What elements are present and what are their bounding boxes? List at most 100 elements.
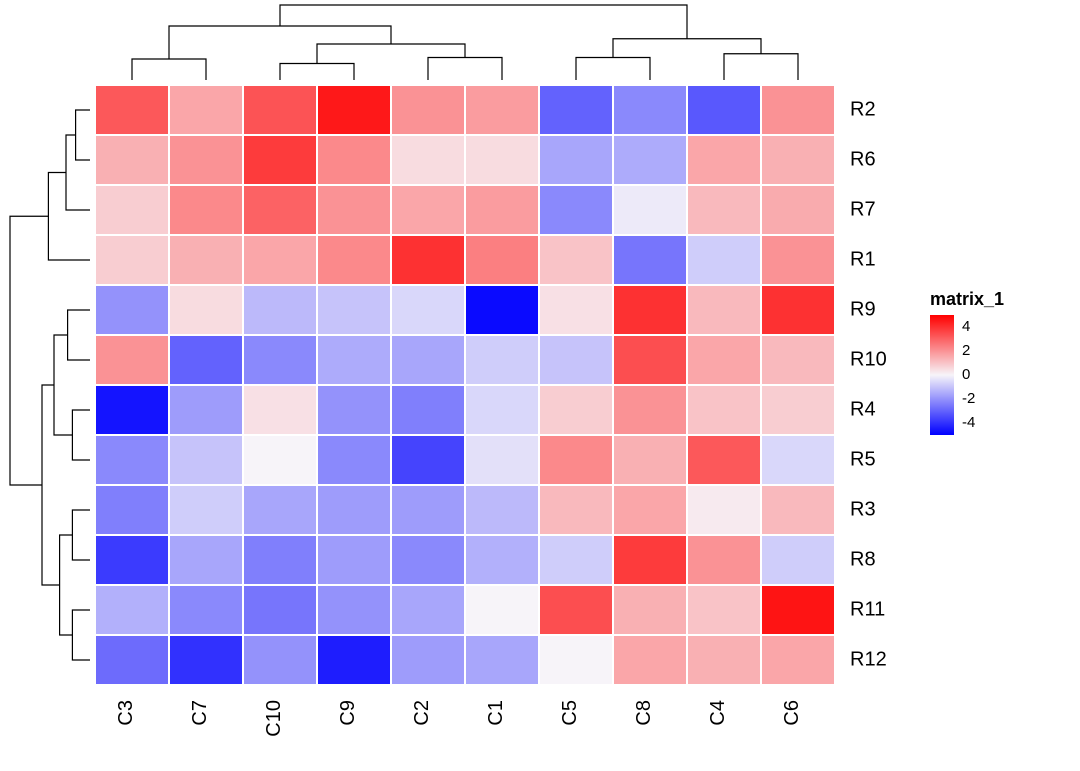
row-label: R5 (850, 448, 876, 470)
heatmap-cell (244, 486, 316, 534)
heatmap-cell (170, 536, 242, 584)
heatmap-cell (688, 636, 760, 684)
col-label: C2 (411, 700, 433, 726)
heatmap-cell (466, 436, 538, 484)
heatmap-cell (540, 136, 612, 184)
heatmap-cell (540, 336, 612, 384)
heatmap-cell (170, 436, 242, 484)
heatmap-cell (170, 586, 242, 634)
heatmap-cell (318, 636, 390, 684)
legend-tick: 2 (962, 342, 970, 359)
heatmap-cell (170, 636, 242, 684)
heatmap-cell (170, 336, 242, 384)
heatmap-cell (688, 186, 760, 234)
heatmap-cell (244, 436, 316, 484)
heatmap-cell (762, 436, 834, 484)
heatmap-cell (614, 436, 686, 484)
heatmap-cell (466, 486, 538, 534)
heatmap-cell (614, 186, 686, 234)
heatmap-cell (318, 186, 390, 234)
heatmap-cell (96, 386, 168, 434)
heatmap-cell (762, 486, 834, 534)
heatmap-cell (392, 286, 464, 334)
heatmap-cell (614, 236, 686, 284)
heatmap-cell (244, 136, 316, 184)
row-label: R3 (850, 498, 876, 520)
row-label: R4 (850, 398, 876, 420)
heatmap-cell (688, 286, 760, 334)
heatmap-cell (392, 336, 464, 384)
heatmap-cell (96, 86, 168, 134)
heatmap-cell (392, 86, 464, 134)
heatmap-cell (318, 136, 390, 184)
heatmap-cell (244, 236, 316, 284)
heatmap-cell (466, 136, 538, 184)
col-label: C3 (115, 700, 137, 726)
heatmap-cell (688, 536, 760, 584)
heatmap-cell (96, 436, 168, 484)
heatmap-cell (170, 386, 242, 434)
heatmap-cell (466, 336, 538, 384)
heatmap-cell (170, 136, 242, 184)
heatmap-cell (688, 486, 760, 534)
heatmap-cell (540, 286, 612, 334)
legend-tick: 0 (962, 366, 970, 383)
heatmap-cell (466, 586, 538, 634)
heatmap-cell (392, 186, 464, 234)
row-label: R9 (850, 298, 876, 320)
heatmap-cell (466, 386, 538, 434)
heatmap-cell (688, 586, 760, 634)
heatmap-cell (318, 486, 390, 534)
heatmap-cell (96, 636, 168, 684)
heatmap-cell (170, 86, 242, 134)
heatmap-cell (96, 536, 168, 584)
legend-tick: -4 (962, 414, 975, 431)
heatmap-cell (466, 536, 538, 584)
heatmap-cell (318, 336, 390, 384)
row-label: R10 (850, 348, 887, 370)
heatmap-cell (392, 586, 464, 634)
heatmap-cell (96, 336, 168, 384)
heatmap-cell (244, 186, 316, 234)
heatmap-cell (688, 86, 760, 134)
heatmap-cell (614, 586, 686, 634)
col-label: C5 (559, 700, 581, 726)
heatmap-cell (392, 636, 464, 684)
heatmap-cell (762, 336, 834, 384)
heatmap-cell (318, 386, 390, 434)
heatmap-cell (540, 86, 612, 134)
heatmap-cell (762, 386, 834, 434)
heatmap-cell (244, 586, 316, 634)
row-label: R2 (850, 98, 876, 120)
heatmap-cell (244, 286, 316, 334)
heatmap-cell (318, 236, 390, 284)
heatmap-cell (318, 436, 390, 484)
heatmap-cell (540, 636, 612, 684)
heatmap-cell (96, 586, 168, 634)
heatmap-cell (318, 536, 390, 584)
heatmap-cell (466, 86, 538, 134)
heatmap-cell (614, 86, 686, 134)
heatmap-chart: R2R6R7R1R9R10R4R5R3R8R11R12C3C7C10C9C2C1… (0, 0, 1080, 771)
row-label: R11 (850, 598, 885, 620)
heatmap-cell (540, 536, 612, 584)
heatmap-cell (392, 486, 464, 534)
heatmap-cell (318, 286, 390, 334)
heatmap-cell (762, 286, 834, 334)
heatmap-cell (688, 136, 760, 184)
col-label: C1 (485, 700, 507, 726)
heatmap-cell (244, 86, 316, 134)
heatmap-cell (614, 136, 686, 184)
heatmap-cell (170, 486, 242, 534)
heatmap-cell (762, 536, 834, 584)
col-label: C8 (633, 700, 655, 726)
heatmap-cell (392, 436, 464, 484)
heatmap-cell (96, 186, 168, 234)
heatmap-cell (170, 286, 242, 334)
heatmap-cell (540, 486, 612, 534)
col-label: C10 (263, 700, 285, 737)
heatmap-cell (96, 486, 168, 534)
heatmap-cell (96, 286, 168, 334)
heatmap-cell (244, 386, 316, 434)
heatmap-cell (762, 586, 834, 634)
